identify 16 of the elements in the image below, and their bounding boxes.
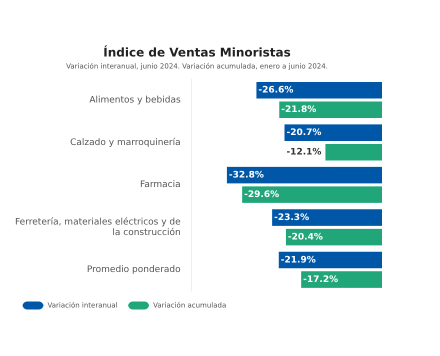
data-label: -17.2%	[303, 274, 338, 285]
data-label: -21.9%	[280, 255, 316, 266]
y-tick-label: Ferretería, materiales eléctricos y de la construcción	[14, 216, 182, 238]
y-tick-label: Alimentos y bebidas	[89, 95, 181, 106]
data-label: -26.6%	[258, 86, 294, 96]
y-tick-label: Farmacia	[140, 180, 181, 190]
data-label: -23.3%	[274, 212, 310, 223]
data-label: -29.6%	[244, 190, 280, 200]
data-label: -21.8%	[281, 105, 316, 116]
data-label: -20.7%	[286, 128, 322, 138]
data-label: -20.4%	[288, 232, 323, 242]
chart-title: Índice de Ventas Minoristas	[103, 44, 291, 60]
data-label: -32.8%	[228, 170, 264, 180]
data-label: -12.1%	[286, 148, 322, 158]
y-tick-label: Promedio ponderado	[86, 265, 182, 276]
y-tick-label: Calzado y marroquinería	[70, 136, 181, 148]
